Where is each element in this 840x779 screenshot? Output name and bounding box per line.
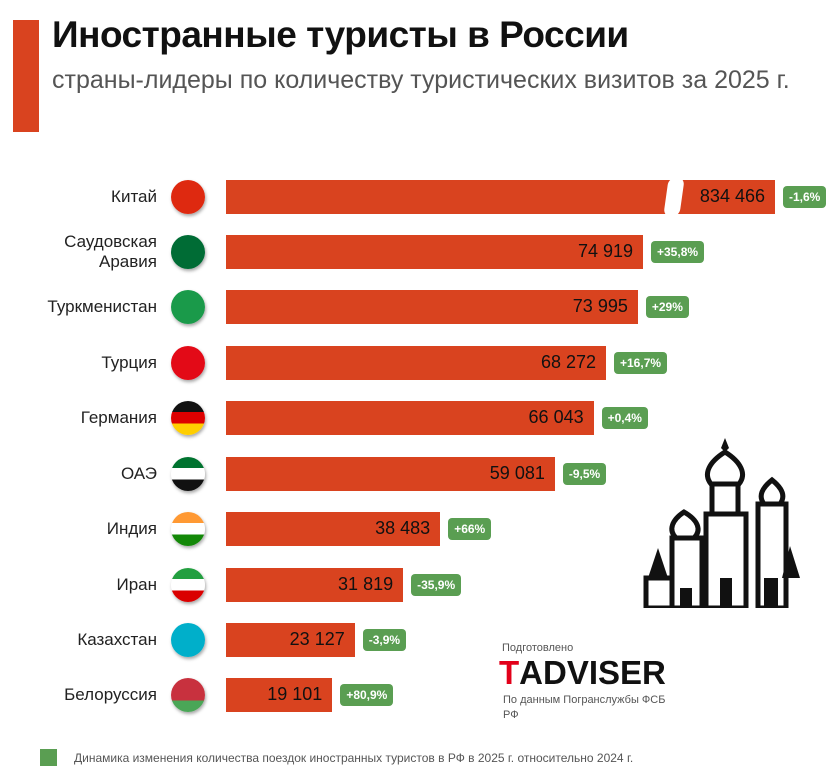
value-label: 31 819 bbox=[338, 574, 394, 594]
legend-swatch bbox=[40, 749, 57, 766]
country-label: Белоруссия bbox=[64, 685, 157, 704]
country-label: Китай bbox=[111, 187, 157, 206]
change-badge: -35,9% bbox=[411, 574, 462, 596]
country-flag-icon bbox=[171, 512, 205, 546]
bar bbox=[226, 290, 638, 324]
value-label: 59 081 bbox=[489, 463, 545, 483]
tadviser-logo: TADVISER bbox=[499, 654, 666, 692]
change-badge: +35,8% bbox=[651, 241, 705, 263]
value-label: 38 483 bbox=[375, 518, 431, 538]
logo-letter-t: T bbox=[499, 654, 520, 691]
legend-text: Динамика изменения количества поездок ин… bbox=[74, 751, 634, 765]
bar bbox=[226, 235, 643, 269]
bar bbox=[226, 512, 441, 546]
country-label: Иран bbox=[116, 575, 157, 594]
value-label: 23 127 bbox=[289, 629, 345, 649]
bar bbox=[226, 623, 355, 657]
country-label: Туркменистан bbox=[47, 297, 157, 316]
accent-bar bbox=[13, 20, 39, 132]
change-badge: +16,7% bbox=[614, 352, 668, 374]
change-badge: +66% bbox=[448, 518, 492, 540]
source-note: По данным Погранслужбы ФСБ РФ bbox=[503, 694, 666, 721]
bar bbox=[226, 401, 594, 435]
page-title: Иностранные туристы в России bbox=[52, 14, 629, 55]
country-label: Индия bbox=[106, 519, 157, 538]
bar bbox=[226, 180, 775, 214]
value-label: 68 272 bbox=[540, 352, 597, 372]
country-flag-icon bbox=[171, 623, 205, 657]
country-label: Саудовская Аравия bbox=[64, 232, 157, 271]
page-subtitle: страны-лидеры по количеству туристически… bbox=[52, 66, 790, 94]
logo-rest: ADVISER bbox=[519, 654, 666, 691]
change-badge: +29% bbox=[645, 296, 689, 318]
country-flag-icon bbox=[171, 235, 205, 269]
country-flag-icon bbox=[171, 346, 205, 380]
bar bbox=[226, 346, 606, 380]
bar bbox=[226, 568, 404, 602]
prepared-by-label: Подготовлено bbox=[502, 642, 574, 654]
change-badge: -1,6% bbox=[783, 186, 827, 208]
change-badge: +0,4% bbox=[601, 407, 648, 429]
country-flag-icon bbox=[171, 290, 205, 324]
bar bbox=[226, 678, 333, 712]
country-label: ОАЭ bbox=[120, 464, 157, 483]
country-label: Турция bbox=[101, 353, 157, 372]
country-label: Казахстан bbox=[77, 630, 157, 649]
change-badge: +80,9% bbox=[340, 684, 394, 706]
kremlin-icon bbox=[643, 438, 800, 608]
value-label: 74 919 bbox=[577, 241, 633, 261]
country-label: Германия bbox=[80, 408, 157, 427]
country-flag-icon bbox=[171, 568, 205, 602]
value-label: 66 043 bbox=[528, 407, 584, 427]
country-flag-icon bbox=[171, 678, 205, 712]
change-badge: -3,9% bbox=[362, 629, 407, 651]
change-badge: -9,5% bbox=[562, 463, 607, 485]
value-label: 73 995 bbox=[572, 296, 628, 316]
country-flag-icon bbox=[171, 457, 205, 491]
value-label: 834 466 bbox=[699, 186, 765, 206]
country-flag-icon bbox=[171, 180, 205, 214]
country-flag-icon bbox=[171, 401, 205, 435]
value-label: 19 101 bbox=[267, 684, 323, 704]
bar bbox=[226, 457, 555, 491]
